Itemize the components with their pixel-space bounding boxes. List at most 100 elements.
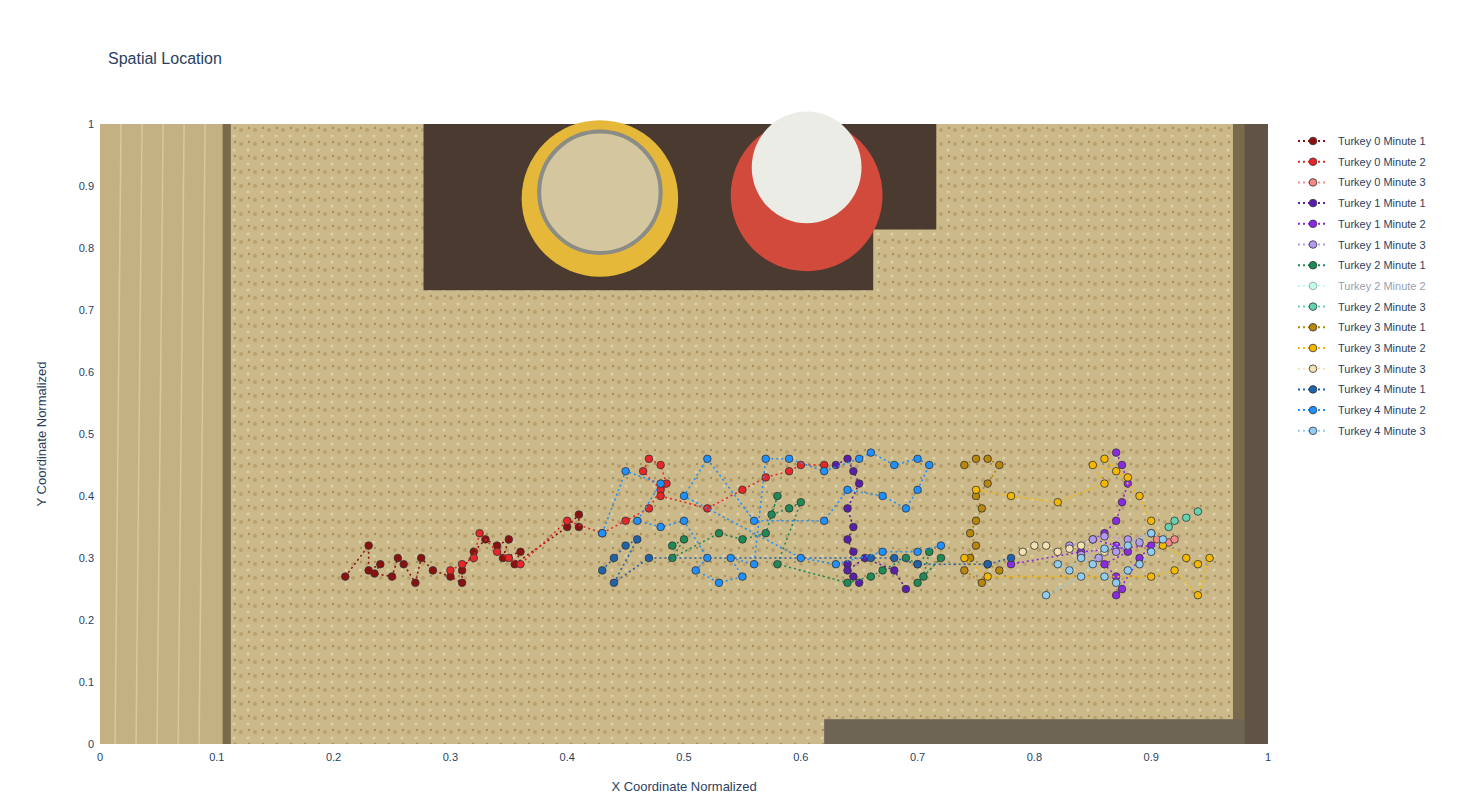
point <box>774 492 782 500</box>
point <box>984 455 992 463</box>
legend-item[interactable]: Turkey 4 Minute 3 <box>1298 425 1426 437</box>
point <box>1089 536 1097 544</box>
legend-item[interactable]: Turkey 3 Minute 2 <box>1298 342 1426 354</box>
legend-item[interactable]: Turkey 3 Minute 1 <box>1298 321 1426 333</box>
legend-item[interactable]: Turkey 4 Minute 1 <box>1298 383 1426 395</box>
legend-marker <box>1309 427 1317 435</box>
x-tick-label: 0.2 <box>326 751 341 763</box>
series <box>1042 529 1166 599</box>
y-tick-label: 0.2 <box>79 614 94 626</box>
point <box>1182 554 1190 562</box>
point <box>1112 579 1120 587</box>
legend-item[interactable]: Turkey 0 Minute 3 <box>1298 176 1426 188</box>
legend-item[interactable]: Turkey 2 Minute 2 <box>1298 280 1426 292</box>
point <box>1101 573 1109 581</box>
legend-label: Turkey 0 Minute 1 <box>1338 135 1426 147</box>
x-tick-label: 0.6 <box>793 751 808 763</box>
point <box>388 573 396 581</box>
point <box>1124 542 1132 550</box>
point <box>785 455 793 463</box>
point <box>850 548 858 556</box>
x-tick-label: 0.3 <box>443 751 458 763</box>
cardboard-line <box>178 124 184 744</box>
point <box>429 567 437 575</box>
x-tick-label: 1 <box>1265 751 1271 763</box>
legend-item[interactable]: Turkey 2 Minute 3 <box>1298 301 1426 313</box>
legend-marker <box>1309 241 1317 249</box>
legend-item[interactable]: Turkey 2 Minute 1 <box>1298 259 1426 271</box>
point <box>1147 529 1155 537</box>
point <box>797 498 805 506</box>
legend-item[interactable]: Turkey 4 Minute 2 <box>1298 404 1426 416</box>
point <box>692 567 700 575</box>
x-tick-label: 0.9 <box>1144 751 1159 763</box>
point <box>890 461 898 469</box>
point <box>972 486 980 494</box>
point <box>844 455 852 463</box>
point <box>575 511 583 519</box>
x-axis-label: X Coordinate Normalized <box>611 779 756 794</box>
point <box>657 523 665 531</box>
point <box>797 461 805 469</box>
point <box>914 486 922 494</box>
point <box>704 455 712 463</box>
legend-label: Turkey 3 Minute 3 <box>1338 363 1426 375</box>
x-tick-label: 0.4 <box>560 751 575 763</box>
point <box>1112 517 1120 525</box>
point <box>1124 474 1132 482</box>
legend-item[interactable]: Turkey 1 Minute 2 <box>1298 218 1426 230</box>
legend-item[interactable]: Turkey 1 Minute 1 <box>1298 197 1426 209</box>
series <box>1066 529 1155 561</box>
x-tick-label: 0 <box>97 751 103 763</box>
y-tick-label: 0.4 <box>79 490 94 502</box>
legend-marker <box>1309 386 1317 394</box>
legend-item[interactable]: Turkey 1 Minute 3 <box>1298 239 1426 251</box>
point <box>879 548 887 556</box>
legend-item[interactable]: Turkey 3 Minute 3 <box>1298 363 1426 375</box>
point <box>1066 545 1074 553</box>
point <box>458 579 466 587</box>
legend-label: Turkey 3 Minute 1 <box>1338 321 1426 333</box>
point <box>447 567 455 575</box>
trajectory-line <box>672 496 941 583</box>
cardboard-line <box>136 124 142 744</box>
point <box>377 560 385 568</box>
y-tick-label: 0.1 <box>79 676 94 688</box>
series <box>961 455 1004 587</box>
point <box>1124 567 1132 575</box>
point <box>633 517 641 525</box>
point <box>1007 492 1015 500</box>
point <box>563 517 571 525</box>
point <box>1194 591 1202 599</box>
trajectory-line <box>1046 533 1163 595</box>
legend-label: Turkey 1 Minute 3 <box>1338 239 1426 251</box>
point <box>1112 467 1120 475</box>
legend-item[interactable]: Turkey 0 Minute 2 <box>1298 156 1426 168</box>
point <box>844 579 852 587</box>
series <box>961 455 1214 599</box>
point <box>937 554 945 562</box>
legend-marker <box>1309 365 1317 373</box>
chart-title: Spatial Location <box>108 50 222 67</box>
series <box>447 455 828 574</box>
background-image <box>100 112 1268 744</box>
point <box>622 542 630 550</box>
point <box>1147 548 1155 556</box>
point <box>657 492 665 500</box>
point <box>961 461 969 469</box>
point <box>844 505 852 513</box>
point <box>855 480 863 488</box>
legend-label: Turkey 3 Minute 2 <box>1338 342 1426 354</box>
point <box>505 554 513 562</box>
point <box>680 536 688 544</box>
point <box>902 585 910 593</box>
point <box>1171 517 1179 525</box>
point <box>1101 480 1109 488</box>
legend-item[interactable]: Turkey 0 Minute 1 <box>1298 135 1426 147</box>
point <box>867 449 875 457</box>
point <box>1206 554 1214 562</box>
point <box>1147 529 1155 537</box>
legend-label: Turkey 4 Minute 3 <box>1338 425 1426 437</box>
legend-marker <box>1309 324 1317 332</box>
point <box>1077 554 1085 562</box>
